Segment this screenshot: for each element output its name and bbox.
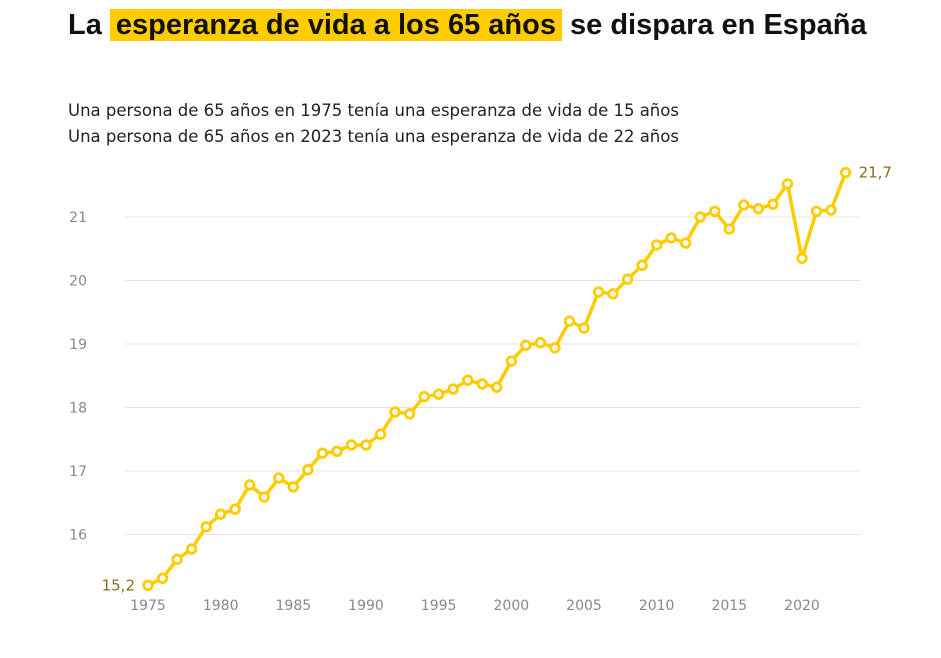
data-point (723, 223, 736, 235)
data-point (694, 211, 706, 223)
subtitle-line: Una persona de 65 años en 1975 tenía una… (68, 101, 679, 120)
data-point (244, 479, 256, 491)
data-point (607, 288, 619, 300)
data-point (273, 472, 285, 484)
subtitle-line: Una persona de 65 años en 2023 tenía una… (68, 127, 679, 146)
data-point (476, 378, 488, 390)
subtitle: Una persona de 65 años en 1975 tenía una… (68, 98, 679, 150)
data-point (156, 572, 169, 585)
data-point (592, 286, 605, 298)
data-point (316, 447, 329, 459)
data-point (258, 491, 270, 503)
data-point (374, 428, 387, 440)
data-point (214, 508, 227, 520)
data-point (825, 204, 837, 216)
title-part: La (68, 9, 102, 41)
data-point (229, 503, 241, 515)
x-tick-label: 1995 (421, 598, 457, 614)
series-line (147, 171, 848, 587)
data-point (432, 388, 445, 400)
data-point (621, 273, 634, 285)
y-tick-label: 20 (69, 274, 87, 290)
data-point (636, 259, 648, 271)
data-point (680, 237, 692, 249)
data-point (549, 342, 561, 354)
data-point (796, 252, 808, 264)
data-point (709, 205, 721, 217)
title-highlight: esperanza de vida a los 65 años (109, 9, 562, 41)
data-point (534, 337, 547, 349)
y-tick-label: 18 (69, 401, 87, 417)
data-point (505, 355, 518, 367)
data-point (839, 166, 852, 179)
chart-title: La esperanza de vida a los 65 años se di… (68, 4, 868, 47)
data-label: 21,7 (859, 164, 892, 182)
y-tick-label: 21 (69, 210, 87, 226)
x-tick-label: 2000 (494, 598, 530, 614)
data-point (578, 322, 590, 334)
data-point (360, 439, 372, 451)
data-point (447, 383, 459, 395)
y-tick-label: 16 (69, 528, 87, 544)
x-tick-label: 2015 (711, 598, 747, 614)
x-tick-label: 2005 (566, 598, 602, 614)
data-point (302, 464, 314, 476)
data-point (738, 199, 750, 211)
x-tick-label: 1985 (276, 598, 312, 614)
data-point (331, 445, 343, 458)
data-point (345, 439, 358, 451)
data-point (185, 543, 198, 555)
data-point (389, 406, 401, 418)
data-point (563, 315, 576, 327)
x-tick-label: 1975 (130, 598, 166, 614)
y-tick-label: 17 (69, 464, 87, 480)
data-label: 15,2 (102, 576, 135, 594)
x-tick-label: 2020 (784, 598, 820, 614)
data-point (418, 391, 430, 403)
data-point (462, 374, 474, 386)
data-point (767, 198, 779, 211)
data-point (752, 203, 765, 215)
data-point (171, 553, 183, 565)
data-point (142, 579, 154, 592)
title-part: se dispara en España (570, 9, 867, 41)
data-point (287, 481, 300, 493)
data-point (781, 178, 794, 190)
data-point (491, 381, 503, 393)
y-tick-label: 19 (69, 337, 87, 353)
data-point (520, 339, 532, 351)
data-point (403, 408, 416, 420)
data-point (810, 205, 823, 217)
x-tick-label: 1990 (348, 598, 384, 614)
data-point (200, 521, 212, 533)
data-point (650, 239, 663, 251)
x-tick-label: 1980 (203, 598, 239, 614)
data-point (665, 232, 677, 244)
x-tick-label: 2010 (639, 598, 675, 614)
